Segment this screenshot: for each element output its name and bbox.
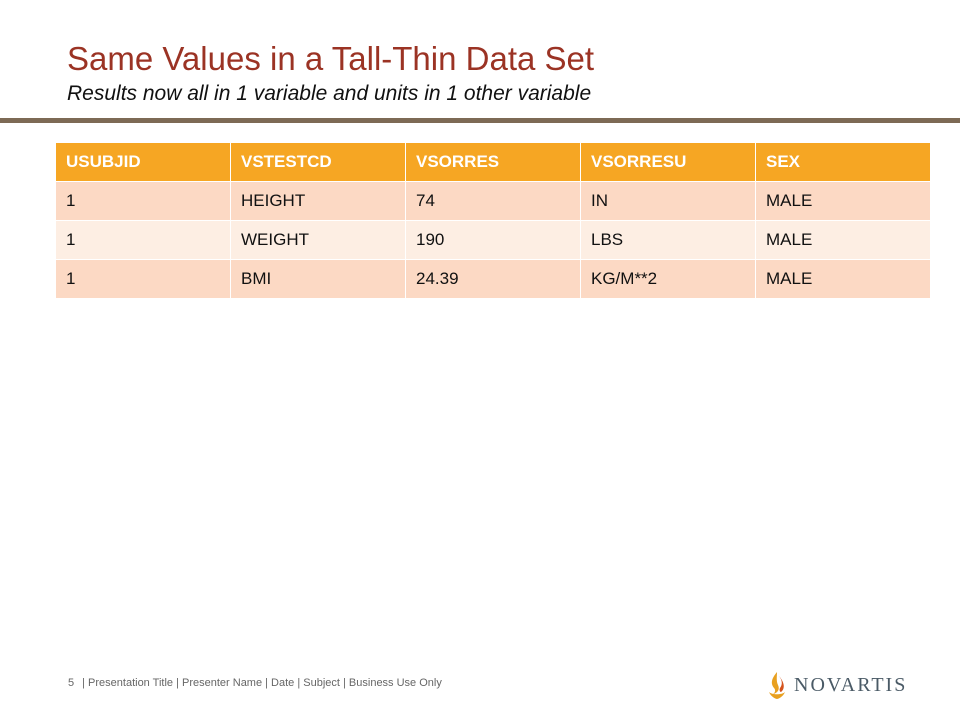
page-number: 5 [68, 677, 75, 689]
table-row: 1 HEIGHT 74 IN MALE [55, 181, 931, 221]
table-cell: IN [580, 181, 756, 221]
slide-subtitle: Results now all in 1 variable and units … [67, 82, 592, 105]
table-cell: 1 [55, 181, 231, 221]
title-divider [0, 118, 960, 123]
table-cell: 74 [405, 181, 581, 221]
table-cell: LBS [580, 220, 756, 260]
table-cell: 1 [55, 220, 231, 260]
table-cell: MALE [755, 259, 931, 299]
logo-wordmark: NOVARTIS [794, 673, 908, 696]
table-header-row: USUBJID VSTESTCD VSORRES VSORRESU SEX [55, 142, 931, 182]
table-row: 1 WEIGHT 190 LBS MALE [55, 220, 931, 260]
table-cell: MALE [755, 181, 931, 221]
table-cell: 24.39 [405, 259, 581, 299]
column-header-vsorres: VSORRES [405, 142, 581, 182]
column-header-vstestcd: VSTESTCD [230, 142, 406, 182]
table-cell: KG/M**2 [580, 259, 756, 299]
footer-text: | Presentation Title | Presenter Name | … [82, 677, 442, 689]
table-cell: WEIGHT [230, 220, 406, 260]
table-cell: MALE [755, 220, 931, 260]
novartis-logo: NOVARTIS [766, 668, 907, 702]
table-cell: BMI [230, 259, 406, 299]
data-table: USUBJID VSTESTCD VSORRES VSORRESU SEX 1 … [55, 142, 931, 299]
table-cell: HEIGHT [230, 181, 406, 221]
column-header-vsorresu: VSORRESU [580, 142, 756, 182]
table-cell: 1 [55, 259, 231, 299]
column-header-sex: SEX [755, 142, 931, 182]
table-cell: 190 [405, 220, 581, 260]
slide-footer: 5 | Presentation Title | Presenter Name |… [68, 677, 442, 689]
novartis-flame-icon [766, 670, 788, 700]
slide-title: Same Values in a Tall-Thin Data Set [67, 40, 595, 77]
column-header-usubjid: USUBJID [55, 142, 231, 182]
table-row: 1 BMI 24.39 KG/M**2 MALE [55, 259, 931, 299]
